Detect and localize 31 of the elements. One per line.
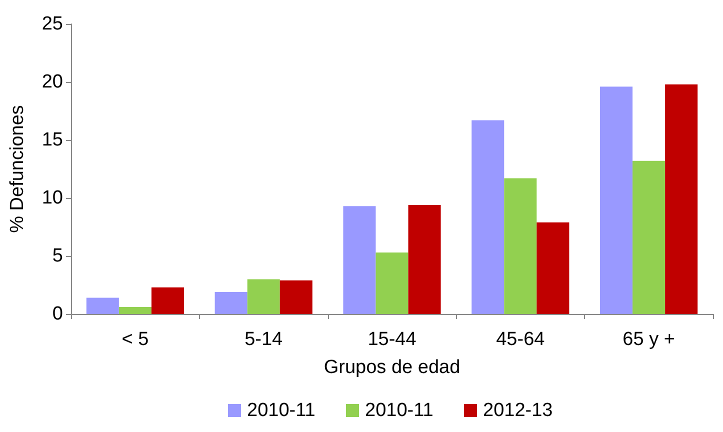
x-tick-label: 45-64: [496, 329, 546, 350]
y-axis-title: % Defunciones: [7, 105, 28, 233]
bar: [665, 84, 698, 314]
bar: [247, 279, 280, 314]
y-tick-label: 25: [42, 14, 63, 34]
bar: [86, 298, 119, 314]
bar: [118, 307, 152, 314]
legend-label: 2012-13: [483, 400, 553, 421]
y-tick-label: 10: [42, 188, 63, 208]
bar: [504, 178, 537, 314]
x-tick-label: < 5: [122, 329, 149, 350]
y-tick-label: 20: [42, 72, 63, 92]
x-tick-label: 5-14: [244, 329, 284, 350]
legend-label: 2010-11: [247, 400, 316, 421]
bar: [632, 160, 666, 314]
x-tick-label: 15-44: [368, 329, 417, 350]
bar: [536, 222, 570, 314]
bar: [214, 292, 248, 314]
x-axis-title: Grupos de edad: [324, 357, 460, 378]
bar: [376, 252, 408, 314]
y-tick-label: 15: [42, 130, 63, 150]
y-tick-label: 0: [52, 304, 63, 324]
bar: [472, 120, 504, 314]
x-tick-label: 65 y +: [622, 329, 675, 350]
bar: [408, 204, 441, 314]
y-tick-label: 5: [52, 246, 63, 266]
bar: [600, 86, 633, 314]
bar: [151, 287, 184, 314]
legend-label: 2010-11: [365, 400, 434, 421]
bar: [343, 206, 376, 314]
bar: [280, 280, 312, 314]
